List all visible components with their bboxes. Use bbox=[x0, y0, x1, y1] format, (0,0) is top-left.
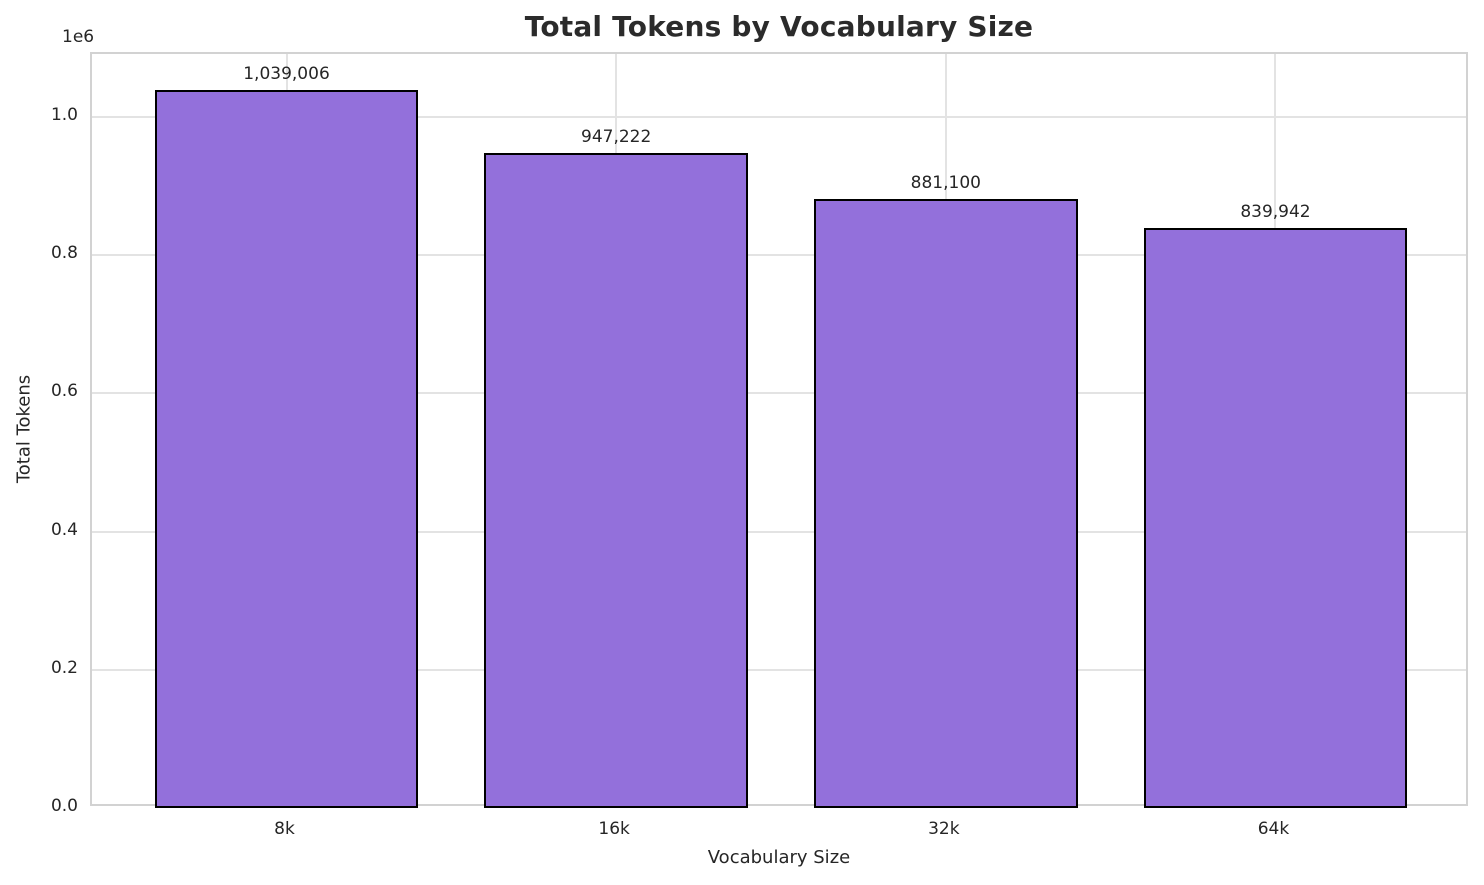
gridline-horizontal bbox=[92, 530, 1466, 533]
bar-32k bbox=[813, 199, 1078, 808]
plot-area: 1,039,006 947,222 881,100 839,942 bbox=[90, 52, 1468, 808]
y-tick-label: 0.4 bbox=[50, 519, 78, 540]
gridline-horizontal bbox=[92, 392, 1466, 395]
y-axis-multiplier-label: 1e6 bbox=[62, 27, 95, 47]
bar-value-label: 881,100 bbox=[910, 173, 981, 194]
y-tick-label: 0.6 bbox=[50, 381, 78, 402]
chart-title: Total Tokens by Vocabulary Size bbox=[524, 10, 1034, 43]
y-tick-label: 1.0 bbox=[50, 104, 78, 125]
bar-value-label: 839,942 bbox=[1240, 201, 1311, 222]
x-tick-label-32k: 32k bbox=[928, 819, 960, 839]
x-tick-label-64k: 64k bbox=[1257, 819, 1290, 839]
bar-16k bbox=[484, 153, 749, 808]
gridline-horizontal bbox=[92, 115, 1466, 118]
y-tick-label: 0.2 bbox=[50, 657, 78, 678]
bar-8k bbox=[154, 89, 419, 808]
bar-64k bbox=[1143, 227, 1408, 808]
x-tick-label-16k: 16k bbox=[598, 819, 630, 839]
gridline-horizontal bbox=[92, 668, 1466, 671]
x-axis-label: Vocabulary Size bbox=[707, 847, 851, 868]
y-tick-label: 0.0 bbox=[50, 796, 78, 816]
bar-value-label: 947,222 bbox=[581, 127, 652, 148]
bar-value-label: 1,039,006 bbox=[243, 63, 330, 84]
y-tick-label: 0.8 bbox=[50, 243, 78, 264]
x-tick-label-8k: 8k bbox=[274, 819, 295, 839]
gridline-horizontal bbox=[92, 254, 1466, 257]
